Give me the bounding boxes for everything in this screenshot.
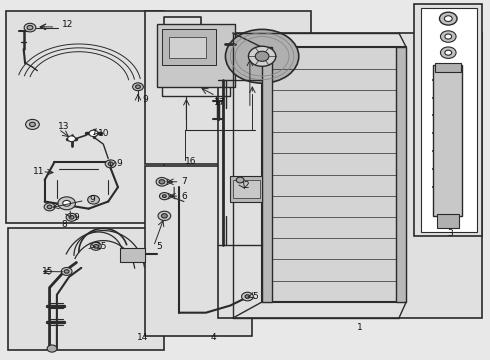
Bar [396, 47, 406, 302]
Bar [218, 33, 482, 318]
Text: 16: 16 [185, 157, 197, 166]
Circle shape [47, 205, 52, 209]
Circle shape [445, 34, 452, 39]
Circle shape [159, 180, 165, 184]
Text: 7: 7 [181, 177, 187, 186]
Circle shape [248, 46, 276, 66]
Bar [421, 8, 477, 232]
Circle shape [440, 12, 457, 25]
Circle shape [444, 16, 452, 22]
Text: 15: 15 [96, 242, 107, 251]
Bar [262, 47, 272, 302]
Circle shape [236, 177, 244, 183]
Circle shape [161, 214, 167, 218]
Circle shape [64, 270, 69, 273]
Circle shape [94, 244, 98, 248]
Circle shape [24, 23, 36, 32]
Circle shape [68, 136, 75, 141]
Text: 8: 8 [61, 220, 67, 229]
Bar [230, 176, 262, 202]
Text: 6: 6 [181, 192, 187, 201]
Circle shape [69, 216, 74, 219]
Bar [433, 65, 463, 216]
Text: 2: 2 [244, 181, 249, 190]
Bar [8, 228, 164, 350]
Circle shape [136, 85, 141, 89]
Circle shape [61, 267, 72, 275]
Circle shape [158, 211, 171, 221]
Circle shape [245, 295, 250, 298]
Circle shape [162, 195, 166, 198]
Text: 17: 17 [214, 98, 226, 107]
Bar [145, 166, 252, 336]
Circle shape [44, 203, 55, 211]
Bar [262, 47, 406, 302]
Text: 3: 3 [447, 229, 453, 238]
Circle shape [159, 193, 169, 200]
Bar [162, 30, 216, 65]
Circle shape [66, 213, 77, 221]
Circle shape [27, 26, 33, 30]
Circle shape [242, 292, 253, 301]
Circle shape [29, 122, 35, 127]
Text: 9: 9 [90, 195, 96, 204]
Circle shape [108, 162, 113, 166]
Bar [233, 180, 260, 198]
Text: 9: 9 [117, 159, 122, 168]
Text: 9: 9 [143, 95, 148, 104]
Circle shape [25, 120, 39, 130]
Circle shape [441, 31, 456, 42]
Text: 12: 12 [62, 19, 73, 28]
Text: 5: 5 [252, 292, 258, 301]
Bar [435, 63, 461, 72]
Circle shape [58, 197, 75, 210]
Circle shape [105, 160, 116, 168]
Text: 10: 10 [98, 129, 110, 138]
Text: 1: 1 [357, 323, 363, 332]
Text: 9: 9 [73, 213, 79, 222]
Circle shape [225, 30, 299, 83]
Circle shape [255, 51, 269, 61]
Text: 13: 13 [58, 122, 70, 131]
Circle shape [47, 345, 57, 352]
Circle shape [445, 50, 452, 55]
Bar [121, 248, 145, 262]
Bar [437, 214, 459, 228]
Bar [145, 12, 311, 164]
Circle shape [133, 83, 144, 91]
Text: 14: 14 [137, 333, 148, 342]
Text: 4: 4 [211, 333, 217, 342]
Text: 15: 15 [42, 267, 54, 276]
Circle shape [89, 130, 98, 136]
Bar [157, 24, 235, 87]
Bar [414, 4, 482, 235]
Circle shape [88, 195, 99, 204]
Circle shape [156, 177, 168, 186]
Circle shape [63, 201, 71, 206]
Bar [169, 37, 206, 58]
Text: 5: 5 [156, 242, 162, 251]
Circle shape [91, 242, 101, 250]
Circle shape [441, 47, 456, 58]
Text: 11: 11 [32, 167, 44, 176]
Bar [5, 12, 164, 223]
